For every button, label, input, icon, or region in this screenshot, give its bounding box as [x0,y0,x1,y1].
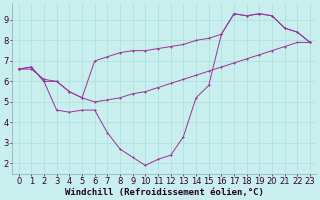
X-axis label: Windchill (Refroidissement éolien,°C): Windchill (Refroidissement éolien,°C) [65,188,264,197]
